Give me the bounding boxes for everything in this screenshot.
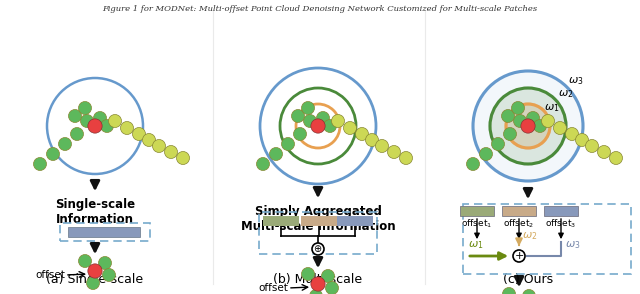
Text: offset$_3$: offset$_3$ [545, 218, 577, 230]
Circle shape [575, 133, 589, 146]
Text: $\omega_1$: $\omega_1$ [468, 239, 484, 251]
Circle shape [399, 151, 413, 165]
Text: offset: offset [35, 270, 65, 280]
Circle shape [68, 109, 81, 123]
Circle shape [355, 128, 369, 141]
Bar [337, 216, 373, 226]
Text: $\omega_2$: $\omega_2$ [522, 230, 538, 242]
Circle shape [120, 121, 134, 134]
Circle shape [541, 114, 554, 128]
Circle shape [317, 111, 330, 124]
Circle shape [504, 128, 516, 141]
Circle shape [521, 119, 535, 133]
Circle shape [311, 119, 325, 133]
Circle shape [598, 146, 611, 158]
Circle shape [301, 101, 314, 114]
Bar [263, 216, 299, 226]
Circle shape [99, 256, 111, 270]
Circle shape [511, 101, 525, 114]
Circle shape [492, 138, 504, 151]
Circle shape [143, 133, 156, 146]
Circle shape [303, 114, 317, 128]
Circle shape [100, 119, 113, 133]
Circle shape [109, 114, 122, 128]
Circle shape [321, 270, 335, 283]
Text: Single-scale
Information: Single-scale Information [55, 198, 135, 226]
Circle shape [554, 121, 566, 134]
Bar [68, 227, 140, 237]
Circle shape [79, 255, 92, 268]
Text: $\omega_2$: $\omega_2$ [558, 88, 573, 100]
Circle shape [566, 128, 579, 141]
Circle shape [269, 148, 282, 161]
Text: $\oplus$: $\oplus$ [314, 243, 323, 255]
Text: $\omega_3$: $\omega_3$ [568, 75, 584, 87]
Text: (a) Single-scale: (a) Single-scale [47, 273, 143, 286]
Text: offset$_1$: offset$_1$ [461, 218, 493, 230]
Circle shape [467, 158, 479, 171]
Circle shape [344, 121, 356, 134]
Circle shape [312, 243, 324, 255]
Circle shape [33, 158, 47, 171]
Circle shape [365, 133, 378, 146]
Circle shape [586, 139, 598, 153]
Circle shape [310, 290, 323, 294]
Circle shape [301, 268, 314, 280]
Text: +: + [515, 251, 524, 261]
Bar [259, 212, 377, 254]
Circle shape [513, 250, 525, 262]
Circle shape [86, 276, 99, 290]
Circle shape [534, 119, 547, 133]
Circle shape [502, 288, 515, 294]
Bar [60, 223, 150, 241]
Circle shape [88, 264, 102, 278]
Circle shape [257, 158, 269, 171]
Circle shape [490, 88, 566, 164]
Circle shape [522, 290, 536, 294]
Circle shape [81, 114, 93, 128]
Circle shape [152, 139, 166, 153]
Circle shape [527, 111, 540, 124]
Circle shape [506, 104, 550, 148]
Circle shape [282, 138, 294, 151]
Circle shape [479, 148, 493, 161]
Text: offset$_2$: offset$_2$ [504, 218, 534, 230]
Bar [502, 206, 536, 216]
Text: (c) Ours: (c) Ours [503, 273, 553, 286]
Circle shape [513, 114, 527, 128]
Circle shape [88, 119, 102, 133]
Text: Figure 1 for MODNet: Multi-offset Point Cloud Denoising Network Customized for M: Figure 1 for MODNet: Multi-offset Point … [102, 5, 538, 13]
Text: $\omega_1$: $\omega_1$ [544, 102, 559, 114]
Text: Simply Aggregated
Multi-scale Information: Simply Aggregated Multi-scale Informatio… [241, 205, 396, 233]
Circle shape [311, 277, 325, 291]
Circle shape [473, 71, 583, 181]
Bar [460, 206, 494, 216]
Bar [301, 216, 337, 226]
Circle shape [47, 148, 60, 161]
Bar [463, 204, 631, 274]
Circle shape [70, 128, 83, 141]
Circle shape [376, 139, 388, 153]
Circle shape [332, 114, 344, 128]
Circle shape [609, 151, 623, 165]
Circle shape [294, 128, 307, 141]
Circle shape [164, 146, 177, 158]
Circle shape [291, 109, 305, 123]
Text: $\omega_3$: $\omega_3$ [565, 239, 580, 251]
Circle shape [79, 101, 92, 114]
Text: (b) Multi-scale: (b) Multi-scale [273, 273, 363, 286]
Circle shape [132, 128, 145, 141]
Circle shape [93, 111, 106, 124]
Circle shape [502, 109, 515, 123]
Circle shape [102, 268, 115, 281]
Circle shape [177, 151, 189, 165]
Circle shape [58, 138, 72, 151]
Circle shape [387, 146, 401, 158]
Circle shape [323, 119, 337, 133]
Text: offset: offset [258, 283, 288, 293]
Circle shape [326, 281, 339, 294]
Bar [544, 206, 578, 216]
